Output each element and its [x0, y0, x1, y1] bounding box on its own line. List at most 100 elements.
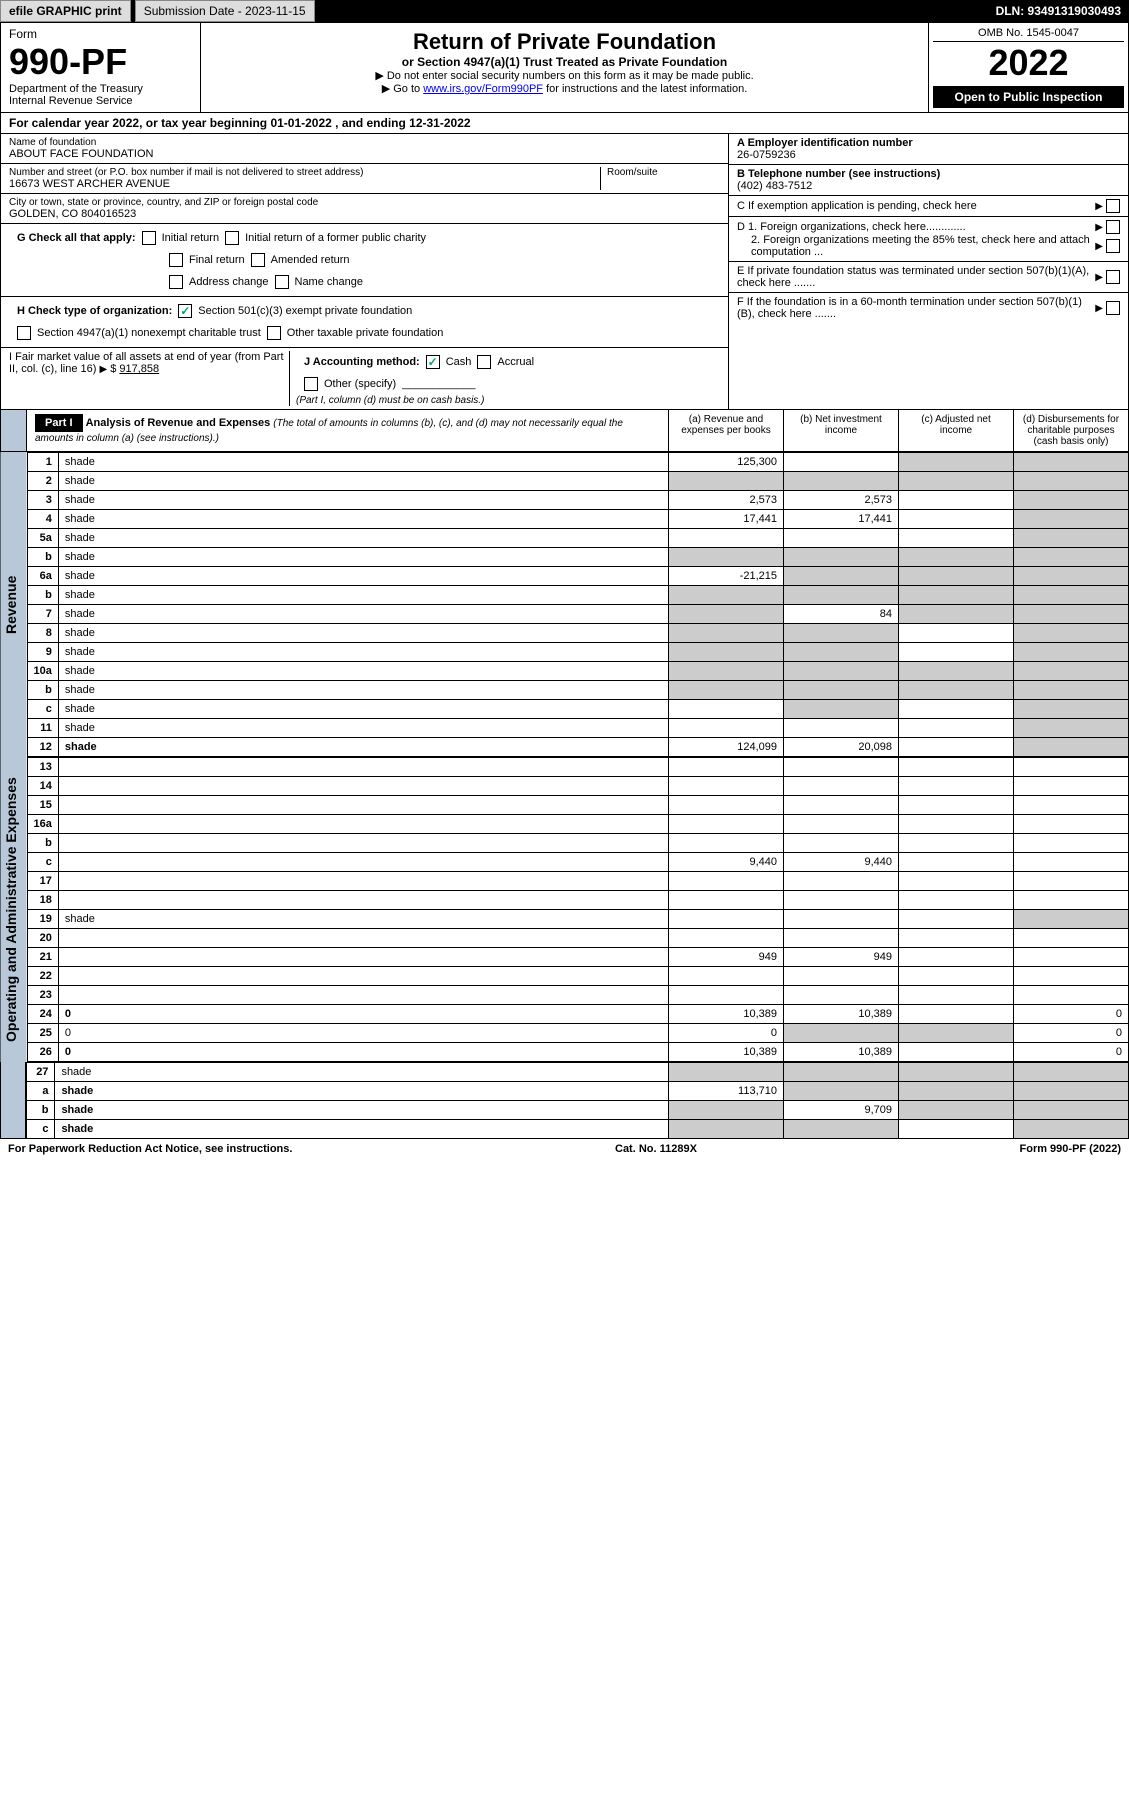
table-row: 1shade125,300: [27, 453, 1129, 472]
form-subtitle: or Section 4947(a)(1) Trust Treated as P…: [207, 55, 922, 69]
ein-label: A Employer identification number: [737, 137, 913, 149]
g-name-lbl: Name change: [295, 276, 364, 288]
line-value-a: [669, 624, 784, 643]
501c3-checkbox[interactable]: [178, 304, 192, 318]
addr-change-checkbox[interactable]: [169, 275, 183, 289]
line-number: 4: [27, 510, 58, 529]
line-value-c: [899, 967, 1014, 986]
accrual-checkbox[interactable]: [477, 355, 491, 369]
footer-right: Form 990-PF (2022): [1020, 1143, 1121, 1155]
line-value-c: [899, 1101, 1014, 1120]
line-number: b: [27, 548, 58, 567]
line-value-c: [899, 624, 1014, 643]
line-description: shade: [55, 1120, 669, 1139]
table-row: 12shade124,09920,098: [27, 738, 1129, 757]
line-value-c: [899, 948, 1014, 967]
irs-label: Internal Revenue Service: [9, 95, 192, 107]
expense-vlabel: Operating and Administrative Expenses: [1, 757, 27, 1062]
line-value-a: [669, 719, 784, 738]
4947-checkbox[interactable]: [17, 326, 31, 340]
h-other-lbl: Other taxable private foundation: [287, 327, 444, 339]
d1-checkbox[interactable]: [1106, 220, 1120, 234]
j-cash-lbl: Cash: [446, 356, 472, 368]
table-row: cshade: [27, 700, 1129, 719]
line-value-a: [669, 605, 784, 624]
line-description: shade: [58, 510, 668, 529]
c-checkbox[interactable]: [1106, 199, 1120, 213]
line-number: c: [27, 700, 58, 719]
line-value-b: 9,709: [784, 1101, 899, 1120]
table-row: 24010,38910,3890: [27, 1005, 1129, 1024]
line-description: shade: [58, 453, 668, 472]
line-description: shade: [58, 586, 668, 605]
initial-return-checkbox[interactable]: [142, 231, 156, 245]
line-number: a: [27, 1082, 55, 1101]
city-state-zip: GOLDEN, CO 804016523: [9, 208, 720, 220]
other-taxable-checkbox[interactable]: [267, 326, 281, 340]
line-description: [58, 891, 668, 910]
table-row: 2shade: [27, 472, 1129, 491]
line-number: 18: [27, 891, 58, 910]
initial-former-checkbox[interactable]: [225, 231, 239, 245]
line-description: shade: [55, 1101, 669, 1120]
line-value-a: [669, 815, 784, 834]
form-instr-2: ▶ Go to www.irs.gov/Form990PF for instru…: [207, 82, 922, 95]
line-value-c: [899, 586, 1014, 605]
g-initial-lbl: Initial return: [162, 232, 219, 244]
final-return-checkbox[interactable]: [169, 253, 183, 267]
tax-year: 2022: [933, 42, 1124, 84]
line-value-a: [669, 472, 784, 491]
line-value-d: [1014, 491, 1129, 510]
g-amended-lbl: Amended return: [271, 254, 350, 266]
line-value-a: 2,573: [669, 491, 784, 510]
line-value-d: 0: [1014, 1024, 1129, 1043]
g-final-lbl: Final return: [189, 254, 245, 266]
d2-checkbox[interactable]: [1106, 239, 1120, 253]
line-value-b: 10,389: [784, 1043, 899, 1062]
part1-header-row: Part I Analysis of Revenue and Expenses …: [0, 410, 1129, 452]
line-number: 25: [27, 1024, 58, 1043]
form-number: 990-PF: [9, 41, 192, 83]
f-label: F If the foundation is in a 60-month ter…: [737, 296, 1095, 320]
line-value-c: [899, 796, 1014, 815]
line-value-d: [1014, 1101, 1129, 1120]
line-value-c: [899, 1005, 1014, 1024]
instr-post: for instructions and the latest informat…: [543, 83, 747, 95]
other-method-checkbox[interactable]: [304, 377, 318, 391]
line-value-d: [1014, 986, 1129, 1005]
line-value-c: [899, 700, 1014, 719]
line-value-d: [1014, 529, 1129, 548]
line-value-b: 84: [784, 605, 899, 624]
table-row: 20: [27, 929, 1129, 948]
form-link[interactable]: www.irs.gov/Form990PF: [423, 83, 543, 95]
h-label: H Check type of organization:: [17, 305, 172, 317]
line-value-a: [669, 700, 784, 719]
amended-return-checkbox[interactable]: [251, 253, 265, 267]
name-change-checkbox[interactable]: [275, 275, 289, 289]
line-value-c: [899, 1120, 1014, 1139]
line-value-c: [899, 891, 1014, 910]
table-row: 18: [27, 891, 1129, 910]
table-row: 13: [27, 758, 1129, 777]
line-value-b: [784, 872, 899, 891]
arrow-icon: [1095, 271, 1106, 283]
table-row: 19shade: [27, 910, 1129, 929]
ein-value: 26-0759236: [737, 149, 796, 161]
line-description: shade: [55, 1082, 669, 1101]
efile-print-button[interactable]: efile GRAPHIC print: [0, 0, 131, 22]
table-row: 23: [27, 986, 1129, 1005]
f-checkbox[interactable]: [1106, 301, 1120, 315]
line-value-d: 0: [1014, 1005, 1129, 1024]
line-value-a: [669, 929, 784, 948]
line-value-d: [1014, 681, 1129, 700]
fmv-value: 917,858: [119, 363, 159, 375]
line-value-a: 949: [669, 948, 784, 967]
line-value-a: [669, 777, 784, 796]
line-value-d: [1014, 662, 1129, 681]
cash-checkbox[interactable]: [426, 355, 440, 369]
line-value-c: [899, 529, 1014, 548]
e-checkbox[interactable]: [1106, 270, 1120, 284]
line-value-b: [784, 662, 899, 681]
line-description: shade: [58, 719, 668, 738]
line-number: 8: [27, 624, 58, 643]
